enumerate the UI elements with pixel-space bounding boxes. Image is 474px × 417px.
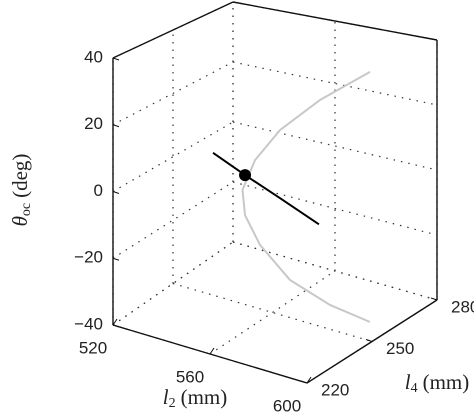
- z-tick-label: 40: [84, 47, 103, 66]
- grid-line: [232, 61, 438, 106]
- z-tick: [112, 324, 120, 328]
- z-axis-label: θoc (deg): [8, 154, 34, 227]
- z-tick-label: 0: [94, 181, 103, 200]
- x-tick-label: 600: [273, 396, 301, 415]
- grid-line: [209, 270, 336, 355]
- x-axis-label-unit: (mm): [181, 385, 228, 409]
- y-axis-label: l4 (mm): [405, 370, 470, 396]
- z-tick: [112, 257, 120, 261]
- grid-line: [172, 282, 373, 343]
- x-tick-label: 560: [176, 367, 204, 386]
- z-tick-label: −20: [74, 248, 103, 267]
- z-axis-label-symbol: θ: [8, 216, 32, 226]
- grid-line: [232, 241, 438, 301]
- data-line: [212, 151, 320, 226]
- y-tick-label: 280: [451, 297, 474, 316]
- grid-line: [112, 181, 234, 259]
- y-axis-label-symbol: l: [405, 370, 411, 394]
- y-tick: [365, 339, 373, 342]
- x-axis-label-subscript: 2: [169, 396, 176, 411]
- x-axis-label-symbol: l: [163, 385, 169, 409]
- x-tick-label: 520: [79, 338, 107, 357]
- x-axis-label: l2 (mm): [163, 385, 228, 411]
- grid-line: [112, 61, 234, 126]
- data-point: [239, 169, 252, 182]
- x-tick: [306, 376, 312, 384]
- grid-line: [112, 121, 234, 193]
- axis-line: [112, 1, 234, 59]
- x-tick: [209, 347, 215, 355]
- y-tick-label: 250: [386, 339, 414, 358]
- grid-line: [232, 181, 438, 236]
- z-tick: [112, 124, 120, 128]
- y-tick: [430, 297, 438, 301]
- y-axis-label-unit: (mm): [423, 370, 470, 394]
- y-axis-label-subscript: 4: [411, 381, 418, 396]
- y-tick-label: 220: [321, 380, 349, 399]
- z-tick: [112, 57, 120, 61]
- z-tick: [112, 191, 120, 194]
- z-tick-label: 20: [84, 114, 103, 133]
- z-tick-label: −40: [74, 314, 103, 333]
- grid-line: [232, 121, 438, 171]
- y-tick: [300, 380, 308, 384]
- x-tick: [112, 318, 118, 326]
- z-axis-label-subscript: oc: [19, 203, 34, 216]
- axis-line: [232, 1, 438, 41]
- data-line: [241, 71, 371, 323]
- z-axis-label-unit: (deg): [8, 154, 32, 198]
